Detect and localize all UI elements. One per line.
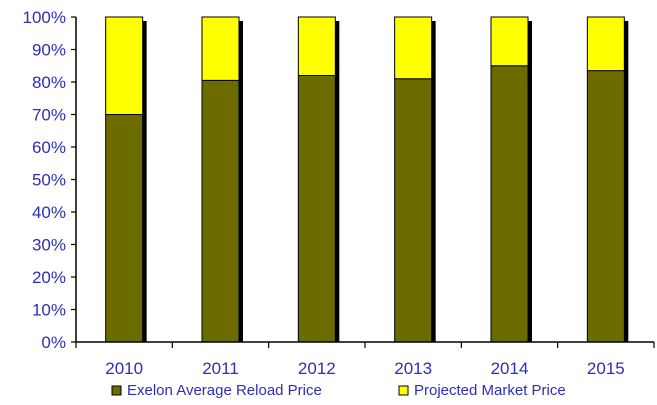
bar-projected-2012 bbox=[297, 16, 336, 76]
bar-projected-2013 bbox=[394, 16, 433, 80]
bar-projected-2014 bbox=[490, 16, 529, 67]
y-tick-label: 80% bbox=[32, 73, 66, 92]
legend-label-exelon: Exelon Average Reload Price bbox=[127, 382, 322, 399]
bars-layer bbox=[105, 16, 629, 343]
legend-swatch-exelon bbox=[111, 385, 122, 396]
y-tick-label: 60% bbox=[32, 138, 66, 157]
bar-exelon-2015 bbox=[586, 70, 625, 343]
bar-exelon-2012 bbox=[297, 75, 336, 343]
x-tick-label: 2015 bbox=[587, 359, 625, 378]
y-tick-label: 70% bbox=[32, 106, 66, 125]
y-tick-label: 30% bbox=[32, 236, 66, 255]
x-tick-label: 2013 bbox=[394, 359, 432, 378]
x-tick-label: 2010 bbox=[105, 359, 143, 378]
y-tick-label: 20% bbox=[32, 268, 66, 287]
y-tick-label: 50% bbox=[32, 171, 66, 190]
legend-swatch-projected bbox=[398, 385, 409, 396]
axes-layer bbox=[75, 17, 654, 343]
y-tick-label: 100% bbox=[23, 8, 66, 27]
y-tick-label: 40% bbox=[32, 203, 66, 222]
bar-exelon-2011 bbox=[201, 79, 240, 343]
x-tick-label: 2012 bbox=[298, 359, 336, 378]
y-tick-label: 90% bbox=[32, 41, 66, 60]
ticks-layer: 0% 10% 20% 30% 40% 50% 60% 70% 80% 90% 100% 2010 201… bbox=[23, 8, 655, 378]
bar-exelon-2010 bbox=[105, 114, 144, 343]
bar-projected-2015 bbox=[586, 16, 625, 72]
bar-exelon-2013 bbox=[394, 78, 433, 343]
x-tick-label: 2011 bbox=[202, 359, 239, 378]
bar-projected-2011 bbox=[201, 16, 240, 81]
legend-item-exelon: Exelon Average Reload Price bbox=[111, 382, 322, 399]
legend-label-projected: Projected Market Price bbox=[414, 382, 566, 399]
bar-exelon-2014 bbox=[490, 65, 529, 343]
y-tick-label: 0% bbox=[41, 333, 66, 352]
y-tick-label: 10% bbox=[32, 301, 66, 320]
x-tick-label: 2014 bbox=[491, 359, 529, 378]
legend-item-projected: Projected Market Price bbox=[398, 382, 566, 399]
bar-projected-2010 bbox=[105, 16, 144, 115]
legend: Exelon Average Reload Price Projected Ma… bbox=[111, 382, 566, 399]
